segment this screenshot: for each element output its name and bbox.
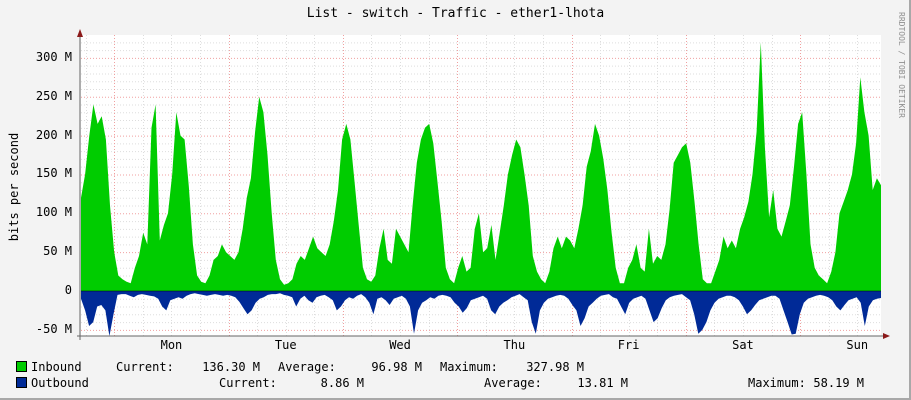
outbound-current-value: 8.86 M: [320, 376, 364, 390]
outbound-area: [81, 291, 881, 337]
inbound-average-value: 96.98 M: [371, 360, 422, 374]
outbound-current-label: Current:: [219, 376, 277, 390]
y-tick-label: 50 M: [43, 244, 72, 259]
x-tick-label: Wed: [389, 338, 411, 352]
outbound-maximum-value: 58.19 M: [813, 376, 864, 390]
inbound-current-label: Current:: [116, 360, 174, 374]
inbound-current-value: 136.30 M: [202, 360, 260, 374]
y-tick-label: 300 M: [35, 49, 72, 64]
outbound-swatch-icon: [16, 377, 27, 388]
y-axis-arrow-icon: [77, 29, 83, 37]
x-tick-label: Mon: [160, 338, 183, 352]
y-tick-label: 250 M: [35, 88, 72, 103]
outbound-label: Outbound: [31, 376, 89, 390]
outbound-average-value: 13.81 M: [577, 376, 628, 390]
y-tick-label: 150 M: [35, 166, 72, 181]
x-tick-label: Sat: [732, 338, 754, 352]
inbound-swatch-icon: [16, 361, 27, 372]
outbound-average-label: Average:: [484, 376, 542, 390]
x-tick-label: Thu: [503, 338, 526, 352]
graph-title: List - switch - Traffic - ether1-lhota: [306, 6, 605, 21]
outbound-maximum-label: Maximum:: [748, 376, 806, 390]
x-tick-label: Sun: [846, 338, 869, 352]
inbound-label: Inbound: [31, 360, 82, 374]
legend-inbound: Inbound Current: 136.30 M Average: 96.98 M Ma…: [16, 360, 584, 374]
y-tick-label: 200 M: [35, 127, 72, 142]
legend-outbound: Outbound Current: 8.86 M Average: 13.81 M Max…: [16, 376, 864, 390]
y-tick-label: 100 M: [35, 205, 72, 220]
x-tick-label: Fri: [617, 338, 640, 352]
y-tick-label: 0: [64, 283, 72, 297]
x-axis-arrow-icon: [883, 333, 890, 339]
inbound-average-label: Average:: [278, 360, 336, 374]
inbound-maximum-value: 327.98 M: [526, 360, 584, 374]
inbound-area: [81, 42, 881, 292]
inbound-maximum-label: Maximum:: [440, 360, 498, 374]
y-tick-label: -50 M: [35, 321, 72, 336]
x-tick-label: Tue: [274, 338, 297, 352]
rrdtool-watermark: RRDTOOL / TOBI OETIKER: [897, 12, 906, 118]
